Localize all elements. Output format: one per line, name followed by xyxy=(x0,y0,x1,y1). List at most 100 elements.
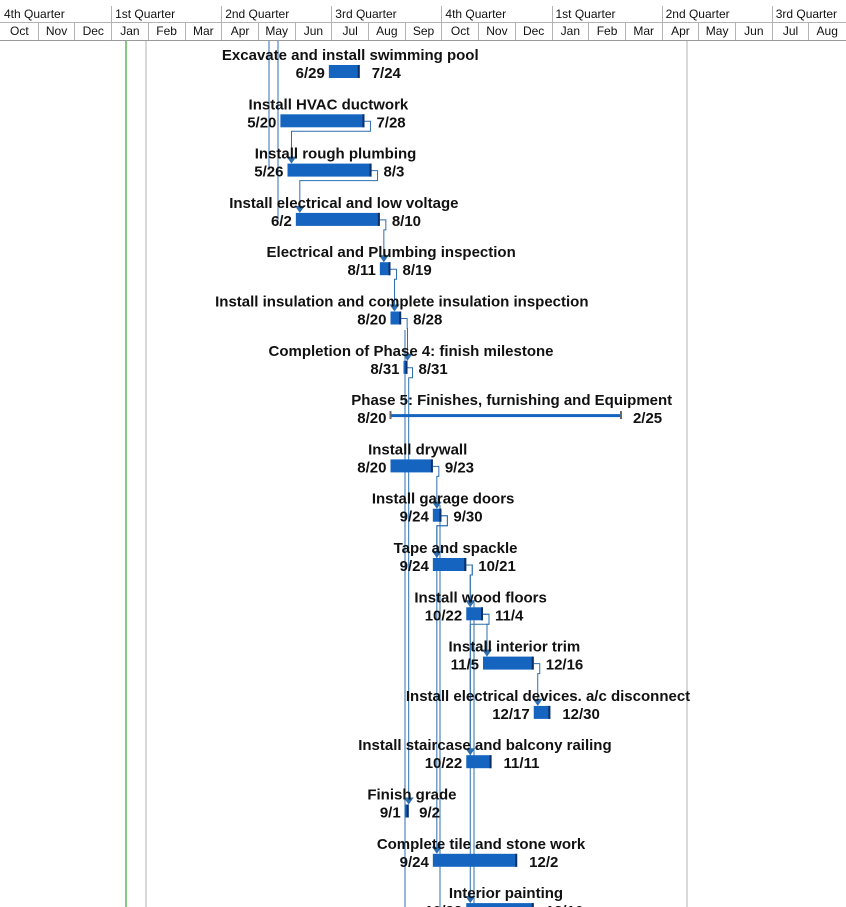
dependency-arrow xyxy=(532,698,543,706)
dependency-link xyxy=(533,663,541,705)
task-bar-end xyxy=(357,65,360,78)
task-name: Install drywall xyxy=(368,441,467,458)
task-bar[interactable] xyxy=(379,262,391,276)
dependency-arrow xyxy=(431,846,442,854)
task-bar-end xyxy=(480,607,483,621)
month-label: Dec xyxy=(74,23,111,40)
task-finish-date: 11/11 xyxy=(504,755,540,772)
task-start-date: 10/22 xyxy=(425,607,463,624)
task-finish-date: 9/30 xyxy=(453,509,482,526)
dependency-arrow xyxy=(378,255,389,263)
task-bar[interactable] xyxy=(390,459,433,473)
task-finish-date: 8/3 xyxy=(384,164,405,181)
task-start-date: 6/29 xyxy=(296,65,325,82)
task-start-date: 8/20 xyxy=(357,459,386,476)
dependency-link xyxy=(466,564,473,903)
month-label: May xyxy=(257,23,295,40)
task-name: Complete tile and stone work xyxy=(377,836,586,853)
month-label: Jul xyxy=(331,23,368,40)
task-bar[interactable] xyxy=(432,853,518,867)
task-bar[interactable] xyxy=(328,65,360,78)
timescale-divider xyxy=(0,22,846,23)
task-start-date: 9/24 xyxy=(400,558,430,575)
month-label: Jun xyxy=(735,23,772,40)
month-label: Oct xyxy=(441,23,478,40)
task-bar-end xyxy=(531,903,534,907)
task-name: Install interior trim xyxy=(449,639,581,656)
dependency-link xyxy=(299,170,379,212)
task-bar[interactable] xyxy=(432,558,467,571)
quarter-label: 3rd Quarter xyxy=(331,6,441,22)
task-finish-date: 8/19 xyxy=(402,262,431,279)
quarter-label: 4th Quarter xyxy=(441,6,551,22)
month-label: May xyxy=(698,23,735,40)
summary-bar[interactable] xyxy=(390,414,621,418)
task-bar-end xyxy=(369,163,372,177)
task-bar[interactable] xyxy=(287,163,372,177)
task-name: Excavate and install swimming pool xyxy=(222,47,479,64)
task-bar[interactable] xyxy=(295,212,380,226)
task-name: Install wood floors xyxy=(414,589,547,606)
task-bar-end xyxy=(406,804,409,818)
task-bar-end xyxy=(388,262,391,276)
task-bar[interactable] xyxy=(466,607,483,621)
task-bar-end xyxy=(405,360,408,374)
task-finish-date: 10/21 xyxy=(478,558,516,575)
month-label: Nov xyxy=(37,23,75,40)
task-bar[interactable] xyxy=(533,705,551,719)
task-finish-date: 8/31 xyxy=(419,361,448,378)
task-start-date: 5/26 xyxy=(254,164,283,181)
task-name: Install garage doors xyxy=(372,491,515,508)
timescale-bottom-border xyxy=(0,40,846,41)
task-bar[interactable] xyxy=(280,114,365,128)
task-name: Phase 5: Finishes, furnishing and Equipm… xyxy=(351,392,672,409)
dependency-arrow xyxy=(286,156,297,164)
task-start-date: 12/17 xyxy=(492,706,530,723)
task-bar[interactable] xyxy=(466,903,534,907)
month-label: Mar xyxy=(184,23,222,40)
month-label: Feb xyxy=(147,23,185,40)
task-bar[interactable] xyxy=(432,508,442,522)
quarter-label: 4th Quarter xyxy=(4,7,65,21)
task-start-date: 8/20 xyxy=(357,410,386,427)
dependency-link xyxy=(390,268,397,311)
task-start-date: 11/5 xyxy=(451,657,479,674)
task-start-date: 9/24 xyxy=(400,854,430,871)
dependency-link xyxy=(432,465,440,508)
task-start-date: 8/20 xyxy=(357,312,386,329)
task-name: Install HVAC ductwork xyxy=(249,96,409,113)
task-name: Install electrical and low voltage xyxy=(229,195,458,212)
dependency-link xyxy=(406,367,414,804)
task-bar[interactable] xyxy=(390,311,402,325)
task-finish-date: 12/16 xyxy=(546,903,584,907)
task-bar[interactable] xyxy=(466,755,492,769)
month-label: Aug xyxy=(368,23,405,40)
task-start-date: 10/22 xyxy=(425,903,463,907)
dependency-arrow xyxy=(403,797,414,805)
task-bar-end xyxy=(399,311,402,325)
quarter-label: 2nd Quarter xyxy=(661,6,772,22)
task-name: Finish grade xyxy=(367,787,456,804)
dependency-link xyxy=(436,515,448,853)
task-bar-end xyxy=(489,755,492,769)
month-label: Sep xyxy=(404,23,442,40)
month-label: Jun xyxy=(294,23,332,40)
dependency-arrow xyxy=(481,649,492,657)
dependency-link xyxy=(401,318,409,360)
dependency-link xyxy=(379,219,387,262)
task-name: Electrical and Plumbing inspection xyxy=(267,244,516,261)
task-finish-date: 8/10 xyxy=(392,213,421,230)
dependency-link xyxy=(469,613,490,755)
dependency-arrow xyxy=(465,896,476,904)
task-finish-date: 12/16 xyxy=(546,657,584,674)
month-label: Apr xyxy=(221,23,258,40)
task-finish-date: 12/2 xyxy=(529,854,558,871)
dependency-arrow xyxy=(294,205,305,213)
task-bar-end xyxy=(362,114,365,128)
month-label: Jul xyxy=(771,23,809,40)
task-bar-end xyxy=(377,212,380,226)
month-label: Jan xyxy=(551,23,589,40)
task-bar[interactable] xyxy=(482,656,534,670)
task-bar-end xyxy=(439,508,442,522)
